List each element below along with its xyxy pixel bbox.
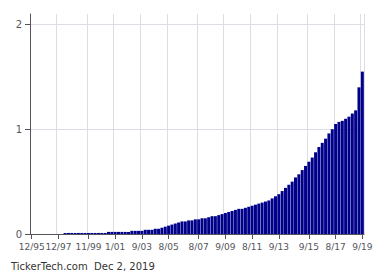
svg-text:0: 0 (16, 229, 22, 240)
svg-text:2: 2 (16, 19, 22, 30)
svg-text:12/95: 12/95 (19, 242, 45, 252)
svg-text:9/13: 9/13 (269, 242, 289, 252)
svg-text:9/19: 9/19 (352, 242, 372, 252)
svg-text:1/01: 1/01 (105, 242, 125, 252)
svg-text:9/09: 9/09 (215, 242, 235, 252)
svg-text:8/11: 8/11 (242, 242, 262, 252)
svg-text:12/97: 12/97 (45, 242, 71, 252)
svg-text:8/05: 8/05 (159, 242, 179, 252)
svg-text:8/17: 8/17 (326, 242, 346, 252)
svg-text:8/07: 8/07 (189, 242, 209, 252)
svg-text:TickerTech.com Dec 2, 2019: TickerTech.com Dec 2, 2019 (10, 261, 155, 272)
svg-text:1: 1 (16, 124, 22, 135)
svg-text:9/15: 9/15 (299, 242, 319, 252)
svg-text:9/03: 9/03 (132, 242, 152, 252)
svg-text:11/99: 11/99 (75, 242, 101, 252)
